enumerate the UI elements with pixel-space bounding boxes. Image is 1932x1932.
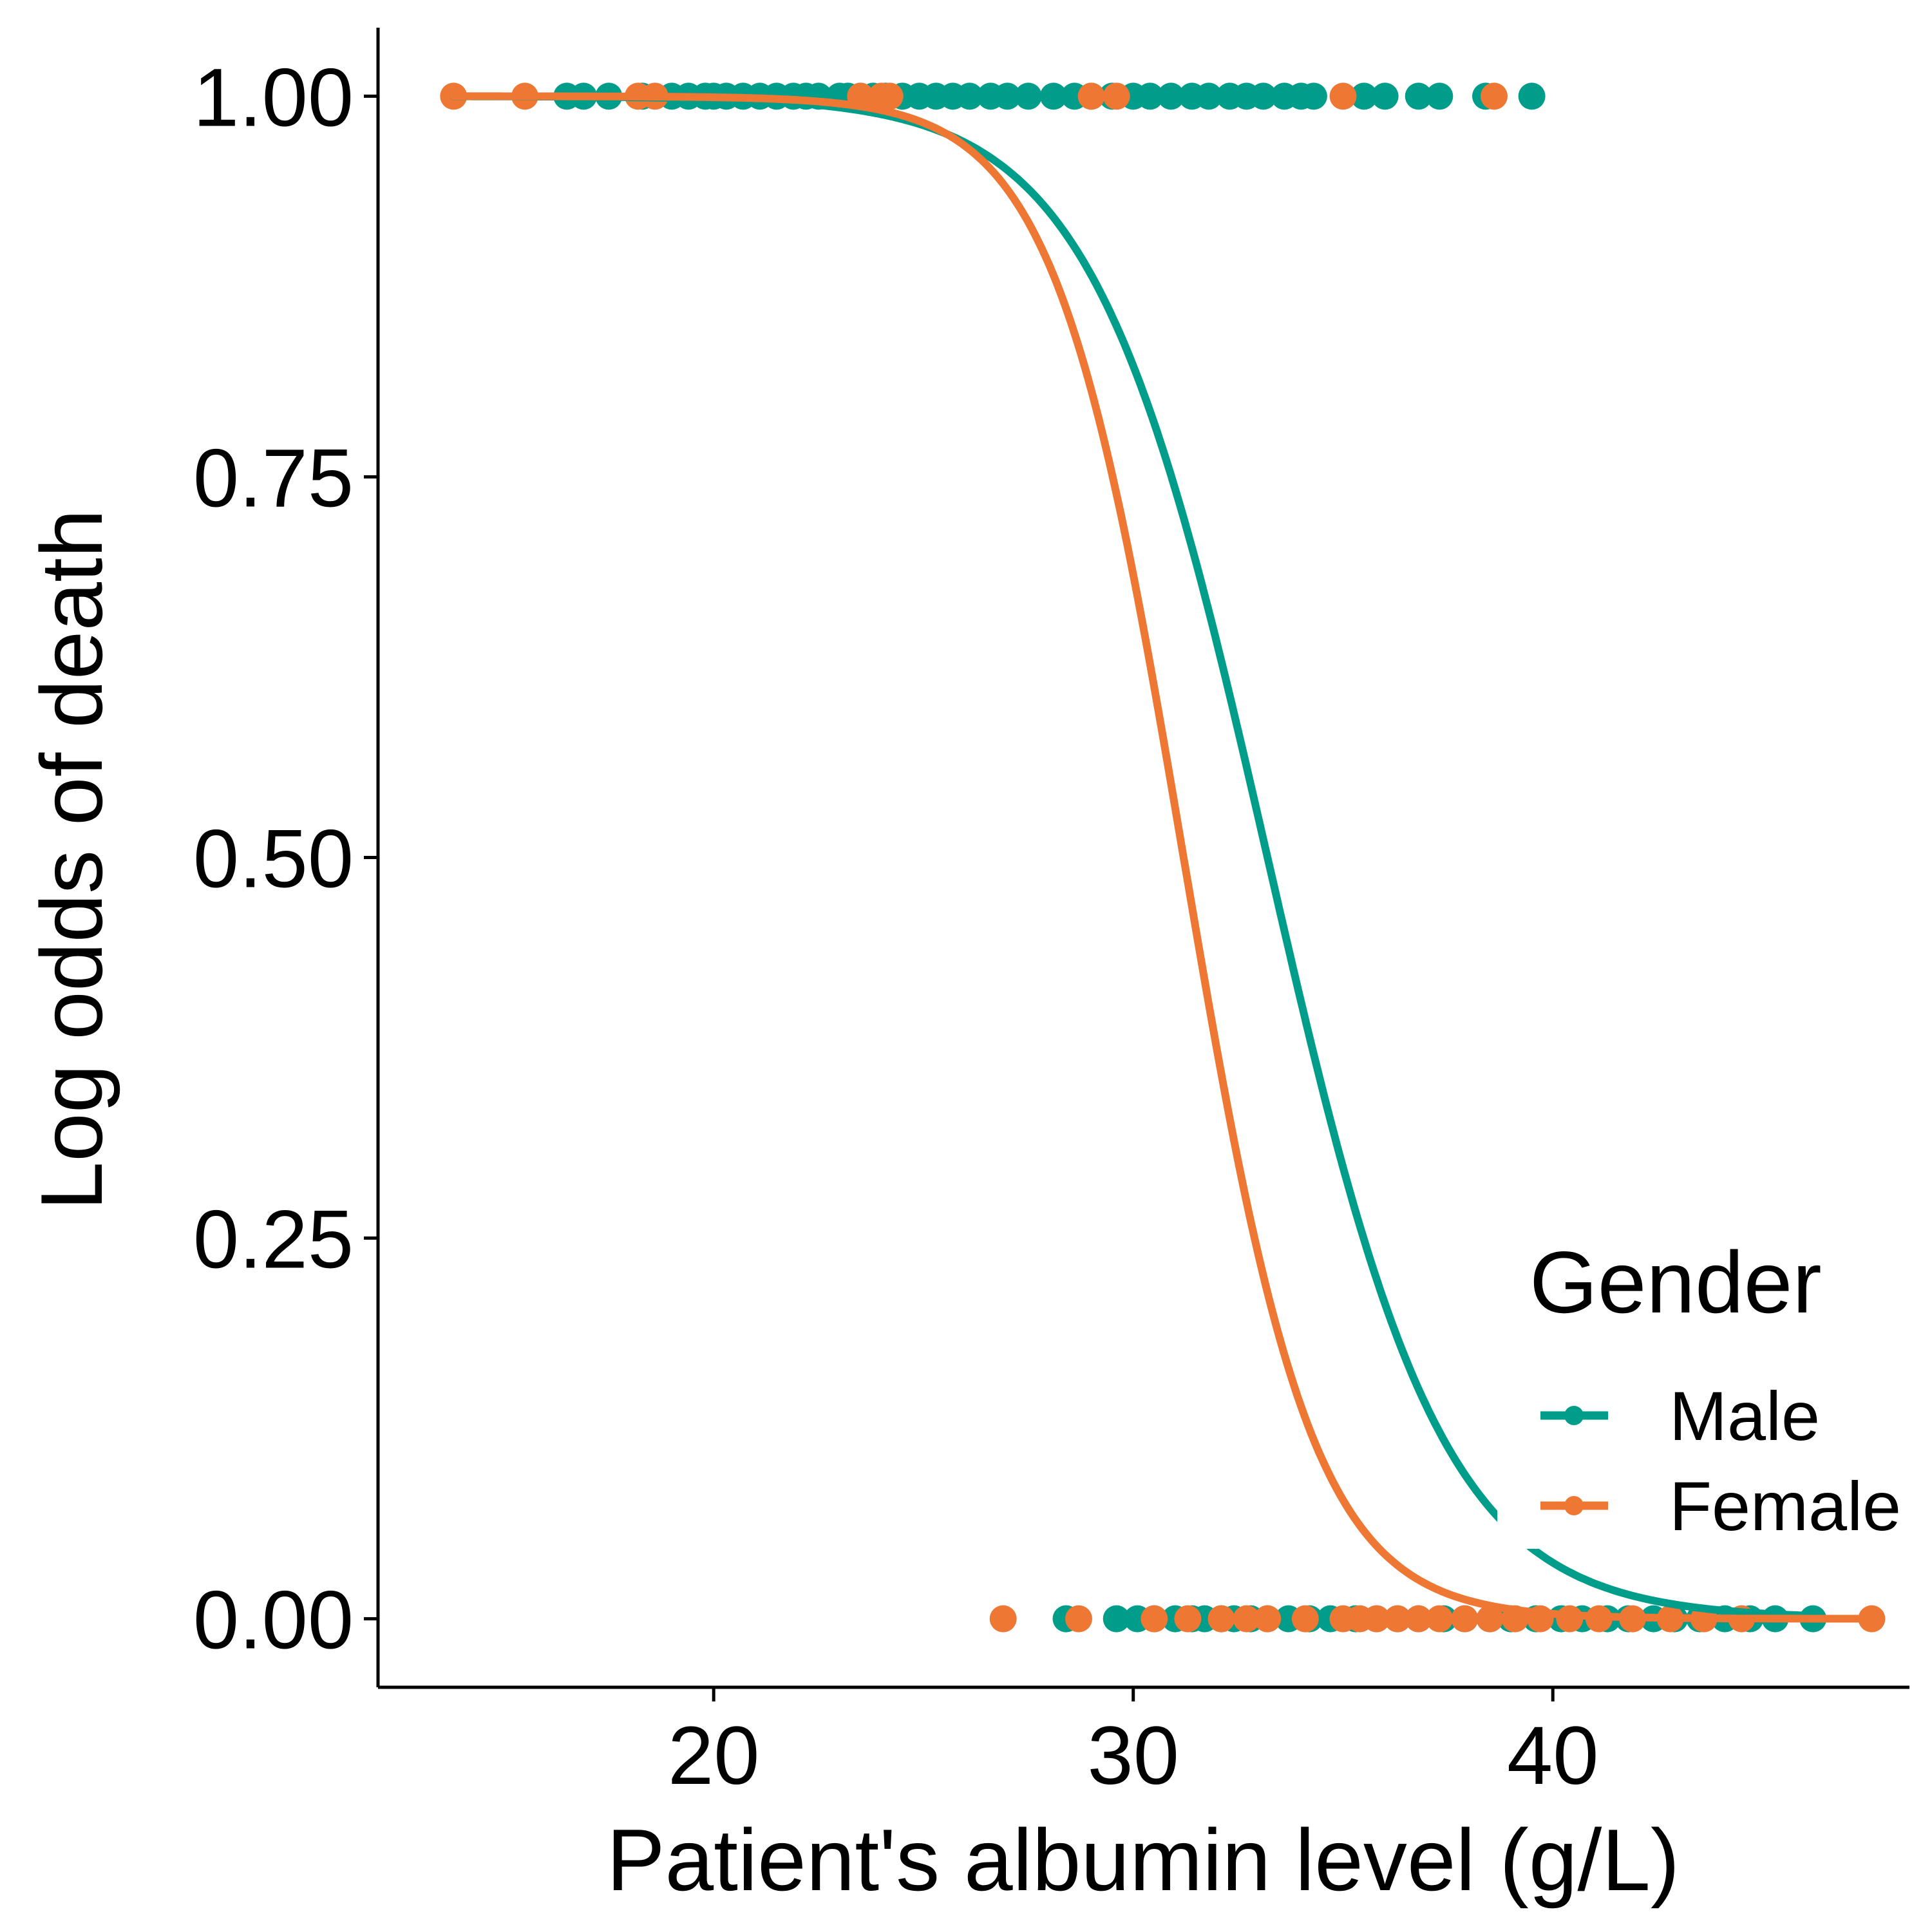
point-male-died-48 <box>1518 82 1546 110</box>
legend-background <box>1497 1214 1932 1549</box>
point-female-died-6 <box>876 82 904 110</box>
point-male-died-33 <box>1136 82 1164 110</box>
point-male-died-46 <box>1426 82 1454 110</box>
y-tick-label-1: 0.25 <box>193 1194 354 1286</box>
point-female-died-8 <box>1103 82 1130 110</box>
point-female-survived-14 <box>1451 1605 1479 1633</box>
point-female-survived-15 <box>1476 1605 1504 1633</box>
y-tick-label-2: 0.50 <box>193 813 354 905</box>
point-male-died-45 <box>1405 82 1432 110</box>
point-female-survived-5 <box>1233 1605 1260 1633</box>
legend-entry-male[interactable]: Male <box>1540 1377 1820 1455</box>
legend-key-male-dot <box>1564 1406 1584 1425</box>
y-tick-label-4: 1.00 <box>193 52 354 144</box>
point-male-died-34 <box>1157 82 1185 110</box>
point-male-died-26 <box>994 82 1021 110</box>
point-female-survived-12 <box>1405 1605 1432 1633</box>
y-axis-title: Log odds of death <box>23 509 120 1211</box>
point-female-survived-4 <box>1208 1605 1235 1633</box>
point-female-survived-1 <box>1065 1605 1092 1633</box>
point-female-survived-2 <box>1141 1605 1168 1633</box>
point-female-survived-7 <box>1291 1605 1319 1633</box>
x-tick-label-1: 30 <box>1088 1710 1179 1802</box>
point-male-survived-1 <box>1103 1605 1130 1633</box>
point-male-died-27 <box>1014 82 1042 110</box>
point-male-died-36 <box>1195 82 1222 110</box>
curve-female <box>450 92 1876 1623</box>
point-female-survived-11 <box>1384 1605 1412 1633</box>
point-male-died-24 <box>956 82 983 110</box>
y-tick-label-0: 0.00 <box>193 1575 354 1667</box>
point-female-survived-0 <box>989 1605 1017 1633</box>
x-tick-label-0: 20 <box>668 1710 759 1802</box>
point-female-survived-10 <box>1363 1605 1390 1633</box>
point-female-died-9 <box>1329 82 1357 110</box>
legend-entry-female[interactable]: Female <box>1540 1467 1901 1545</box>
plot-area <box>440 82 1886 1633</box>
point-male-died-44 <box>1371 82 1399 110</box>
x-axis-ticks: 20 30 40 <box>668 1687 1598 1802</box>
legend-key-female-dot <box>1564 1496 1584 1515</box>
y-axis-ticks: 0.00 0.25 0.50 0.75 1.00 <box>193 52 378 1667</box>
legend-title: Gender <box>1530 1233 1822 1331</box>
point-male-died-43 <box>1350 82 1378 110</box>
legend-label-male: Male <box>1669 1377 1820 1455</box>
point-female-survived-3 <box>1174 1605 1202 1633</box>
point-male-died-42 <box>1300 82 1327 110</box>
legend-label-female: Female <box>1669 1467 1901 1545</box>
x-axis-title: Patient's albumin level (g/L) <box>607 1811 1680 1909</box>
point-female-survived-13 <box>1426 1605 1454 1633</box>
x-tick-label-2: 40 <box>1507 1710 1598 1802</box>
point-male-died-28 <box>1039 82 1067 110</box>
point-female-died-7 <box>1077 82 1105 110</box>
legend: Gender Male Female <box>1497 1214 1932 1549</box>
point-female-survived-6 <box>1254 1605 1282 1633</box>
point-female-died-10 <box>1481 82 1508 110</box>
y-tick-label-3: 0.75 <box>193 432 354 524</box>
point-male-died-39 <box>1249 82 1277 110</box>
